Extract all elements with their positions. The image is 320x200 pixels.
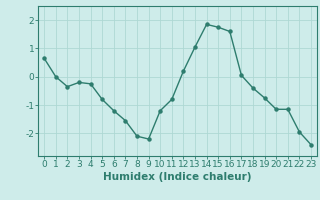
X-axis label: Humidex (Indice chaleur): Humidex (Indice chaleur): [103, 172, 252, 182]
